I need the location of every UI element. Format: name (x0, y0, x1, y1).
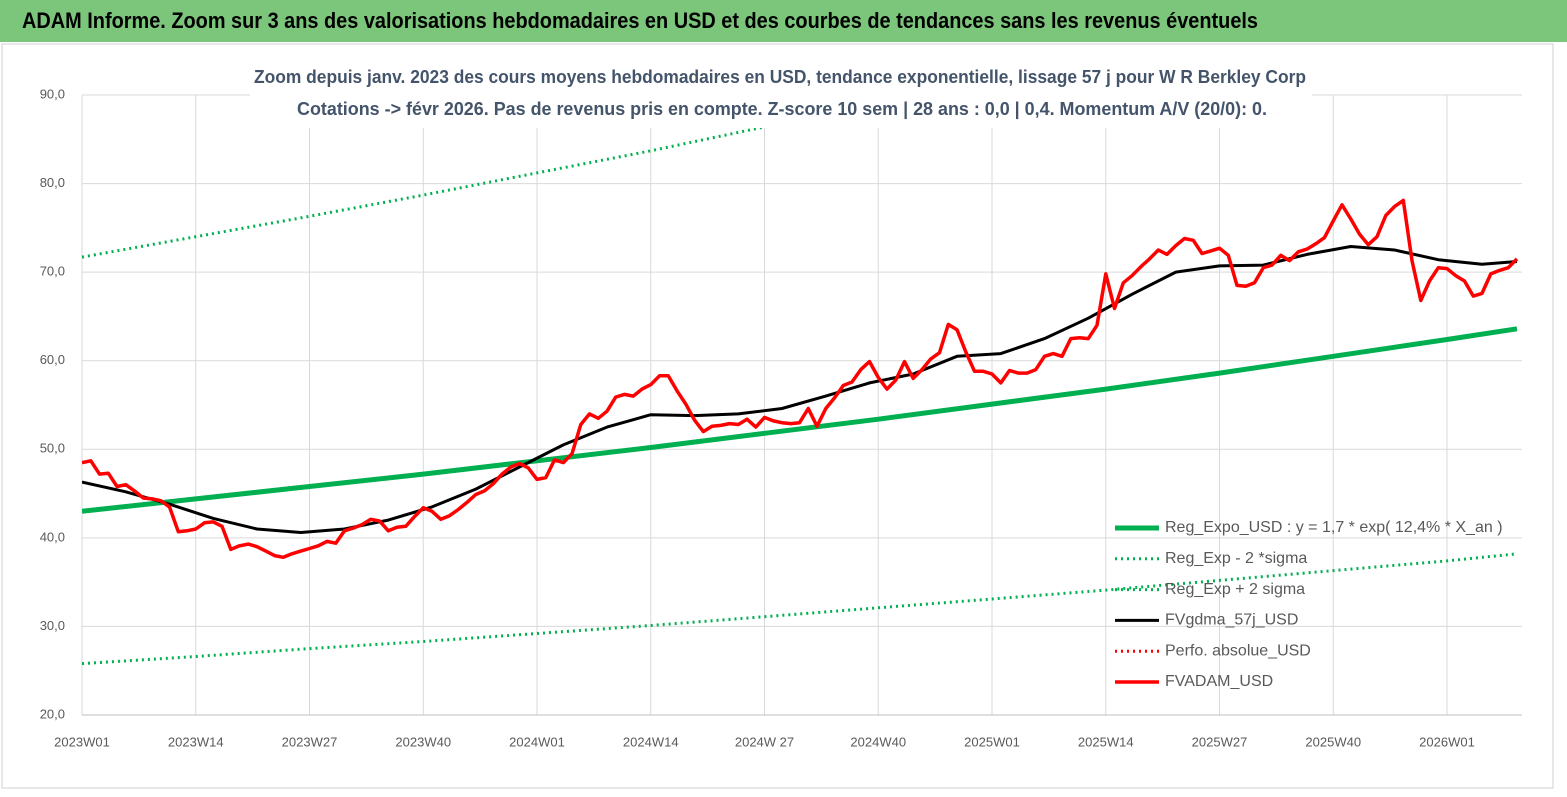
legend-label: FVgdma_57j_USD (1165, 612, 1298, 629)
x-tick-label: 2025W14 (1078, 734, 1134, 749)
x-tick-label: 2026W01 (1419, 734, 1475, 749)
legend-label: Reg_Expo_USD : y = 1,7 * exp( 12,4% * X_… (1165, 519, 1503, 536)
x-tick-label: 2023W40 (395, 734, 451, 749)
legend-label: Reg_Exp - 2 *sigma (1165, 550, 1307, 567)
x-tick-label: 2023W14 (168, 734, 224, 749)
x-tick-label: 2025W40 (1305, 734, 1361, 749)
title-box (250, 62, 1312, 128)
chart-border (1, 43, 1554, 789)
y-tick-label: 40,0 (40, 529, 65, 544)
x-tick-label: 2023W01 (54, 734, 110, 749)
x-tick-label: 2025W01 (964, 734, 1020, 749)
x-tick-label: 2024W40 (850, 734, 906, 749)
y-tick-label: 90,0 (40, 86, 65, 101)
legend-label: FVADAM_USD (1165, 673, 1273, 690)
y-tick-label: 30,0 (40, 618, 65, 633)
series-line (82, 552, 1518, 666)
chart-subtitle: Cotations -> févr 2026. Pas de revenus p… (297, 99, 1267, 119)
chart-title: Zoom depuis janv. 2023 des cours moyens … (254, 67, 1306, 87)
y-tick-label: 60,0 (40, 352, 65, 367)
x-tick-label: 2024W01 (509, 734, 565, 749)
header-title: ADAM Informe. Zoom sur 3 ans des valoris… (22, 8, 1258, 33)
header-bar (0, 0, 1567, 42)
series-line (82, 326, 1518, 514)
y-tick-label: 80,0 (40, 175, 65, 190)
y-tick-label: 20,0 (40, 706, 65, 721)
y-tick-label: 70,0 (40, 264, 65, 279)
legend-label: Perfo. absolue_USD (1165, 642, 1311, 659)
x-tick-label: 2025W27 (1192, 734, 1248, 749)
x-tick-label: 2024W 27 (735, 734, 794, 749)
series-line (82, 198, 1519, 560)
x-tick-label: 2024W14 (623, 734, 679, 749)
x-tick-label: 2023W27 (282, 734, 338, 749)
y-tick-label: 50,0 (40, 441, 65, 456)
legend-label: Reg_Exp + 2 sigma (1165, 581, 1305, 598)
